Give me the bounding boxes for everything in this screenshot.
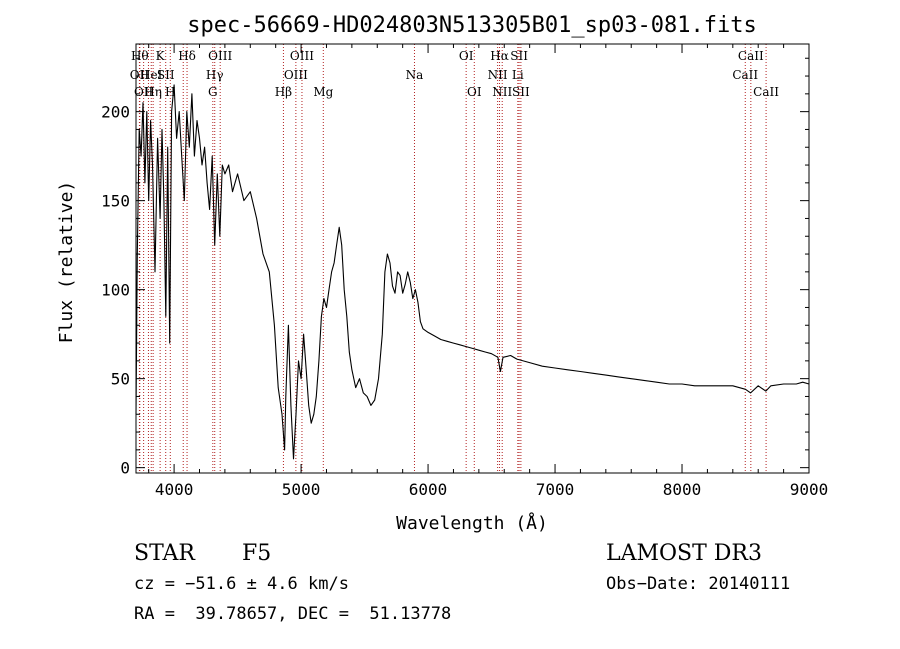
object-subclass: F5 <box>242 541 271 566</box>
line-marker-label: SII <box>510 49 528 63</box>
line-marker-label: SII <box>157 68 175 82</box>
y-axis-ticks: 0 50 100 150 200 <box>101 57 809 478</box>
y-tick-label: 100 <box>101 281 130 300</box>
line-marker-label: HeI <box>140 68 163 82</box>
chart-title: spec-56669-HD024803N513305B01_sp03-081.f… <box>187 13 757 38</box>
x-tick-label: 7000 <box>536 480 575 499</box>
spectral-line-labels: OIIHθOIIHeIHηKSIIHHδGHγOIIIHβOIIIOIIIMgN… <box>130 49 779 99</box>
x-axis-ticks: 4000 5000 6000 7000 8000 9000 <box>148 44 829 499</box>
ra-dec: RA = 39.78657, DEC = 51.13778 <box>134 604 451 624</box>
x-axis-label: Wavelength (Å) <box>396 512 548 534</box>
line-marker-label: Li <box>512 68 524 82</box>
line-marker-label: OIII <box>208 49 232 63</box>
line-marker-label: OII <box>134 85 154 99</box>
line-marker-label: Hβ <box>275 85 292 99</box>
line-marker-label: G <box>208 85 218 99</box>
line-marker-label: OIII <box>284 68 308 82</box>
line-marker-label: OII <box>130 68 150 82</box>
redshift-cz: cz = −51.6 ± 4.6 km/s <box>134 574 349 594</box>
x-tick-label: 6000 <box>409 480 448 499</box>
spectral-line-markers <box>138 44 767 473</box>
y-tick-label: 0 <box>120 459 130 478</box>
line-marker-label: CaII <box>753 85 779 99</box>
spectrum-series <box>135 84 810 460</box>
x-tick-label: 8000 <box>663 480 702 499</box>
line-marker-label: Hη <box>144 85 162 99</box>
line-marker-label: CaII <box>732 68 758 82</box>
plot-frame <box>135 43 810 474</box>
line-marker-label: Hδ <box>178 49 196 63</box>
y-tick-label: 150 <box>101 192 130 211</box>
observation-date: Obs−Date: 20140111 <box>606 574 790 594</box>
line-marker-label: SII <box>512 85 530 99</box>
line-marker-label: Mg <box>313 85 333 99</box>
line-marker-label: Hθ <box>131 49 149 63</box>
y-axis-label: Flux (relative) <box>56 181 77 344</box>
line-marker-label: OI <box>459 49 474 63</box>
line-marker-label: CaII <box>738 49 764 63</box>
survey-name: LAMOST DR3 <box>606 541 762 566</box>
line-marker-label: Hγ <box>206 68 224 82</box>
line-marker-label: H <box>165 85 175 99</box>
line-marker-label: K <box>156 49 166 63</box>
y-tick-label: 200 <box>101 103 130 122</box>
x-tick-label: 9000 <box>790 480 829 499</box>
line-marker-label: OI <box>467 85 482 99</box>
x-tick-label: 5000 <box>282 480 321 499</box>
spectrum-line-0 <box>135 84 810 460</box>
line-marker-label: Na <box>406 68 424 82</box>
line-marker-label: NII <box>492 85 512 99</box>
line-marker-label: OIII <box>290 49 314 63</box>
object-class: STAR <box>134 541 196 566</box>
line-marker-label: Hα <box>490 49 509 63</box>
x-tick-label: 4000 <box>155 480 194 499</box>
line-marker-label: NII <box>488 68 508 82</box>
y-tick-label: 50 <box>111 370 130 389</box>
